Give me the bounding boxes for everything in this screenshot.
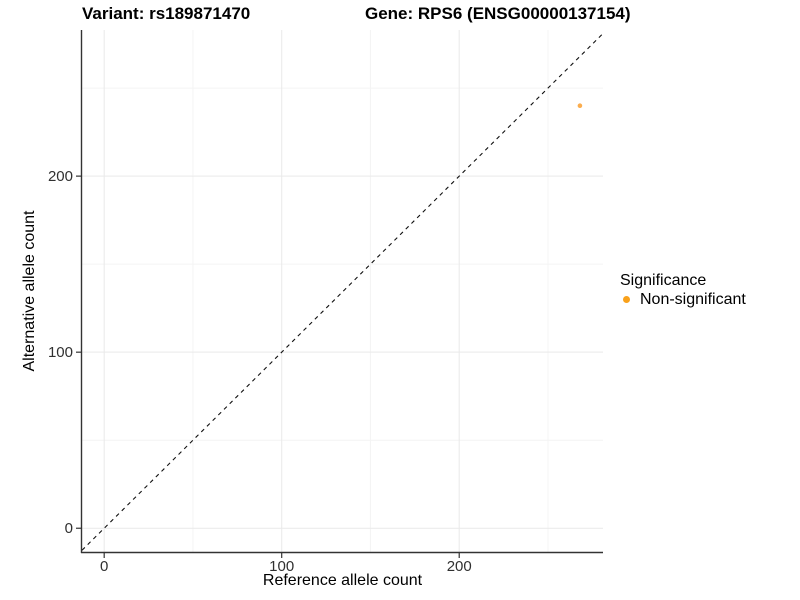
legend-title: Significance [620, 272, 707, 289]
y-tick-label: 100 [48, 344, 73, 361]
x-tick-label: 100 [269, 558, 294, 575]
x-axis-title: Reference allele count [262, 572, 423, 589]
y-tick-label: 200 [48, 168, 73, 185]
circle-icon [623, 296, 630, 303]
y-tick-label: 0 [65, 520, 73, 537]
plot-title-gene: Gene: RPS6 (ENSG00000137154) [365, 4, 631, 23]
data-point[interactable] [577, 103, 583, 109]
identity-line [81, 33, 604, 551]
x-tick-label: 200 [447, 558, 472, 575]
x-tick-label: 0 [100, 558, 108, 575]
legend-item[interactable]: Non-significant [618, 291, 746, 308]
plot-title-variant: Variant: rs189871470 [82, 4, 251, 23]
legend-item-label: Non-significant [640, 291, 746, 308]
y-axis-title: Alternative allele count [21, 210, 38, 372]
legend: Significance Non-significant [618, 272, 746, 308]
